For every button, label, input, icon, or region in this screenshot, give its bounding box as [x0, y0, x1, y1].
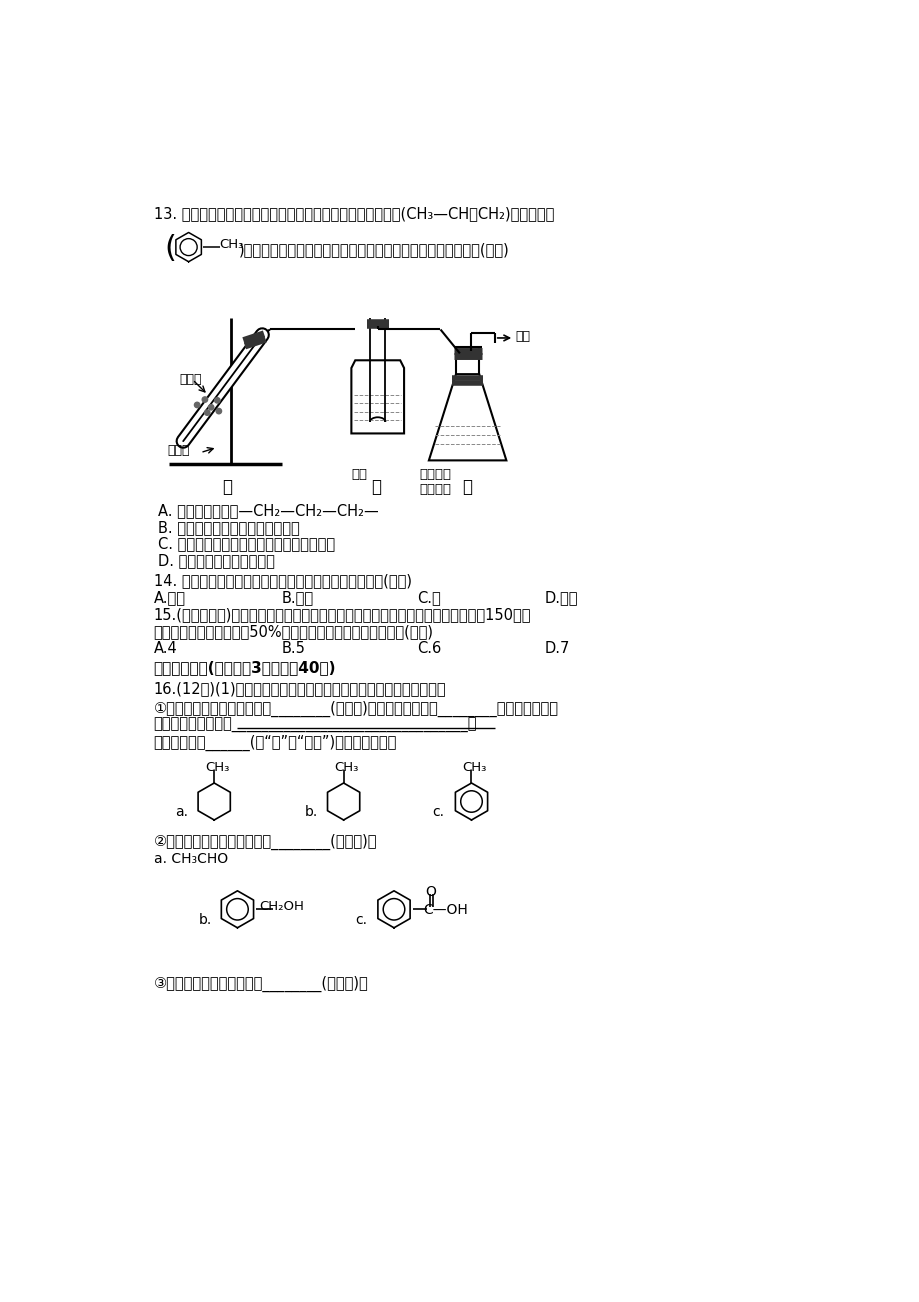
Text: 废塑料: 废塑料: [179, 374, 201, 387]
Text: 15.(能力挑战题)某有机化合物仅由煸、氢、氧三种元素组成，其相对分子质量小于150，若: 15.(能力挑战题)某有机化合物仅由煸、氢、氧三种元素组成，其相对分子质量小于1…: [153, 608, 530, 622]
Text: CH₂OH: CH₂OH: [259, 900, 303, 913]
Text: 13. 加热聚丙烯废塑料可以得到煸、氢气、甲烷、乙烯、丙烯(CH₃—CH＝CH₂)、苯和甲苯: 13. 加热聚丙烯废塑料可以得到煸、氢气、甲烷、乙烯、丙烯(CH₃—CH＝CH₂…: [153, 206, 553, 221]
Circle shape: [214, 397, 220, 404]
Text: (: (: [165, 234, 176, 263]
Text: A. 聚丙烯的锹节是—CH₂—CH₂—CH₂—: A. 聚丙烯的锹节是—CH₂—CH₂—CH₂—: [157, 503, 378, 518]
Text: 冷水: 冷水: [351, 469, 367, 482]
Text: B. 装置乙的试管中可收集到芳香烃: B. 装置乙的试管中可收集到芳香烃: [157, 519, 299, 535]
Text: CH₃: CH₃: [219, 238, 243, 251]
Text: 溨的四氯
化碳溶液: 溨的四氯 化碳溶液: [419, 469, 451, 496]
Text: ①下列有机物属于芳香烃的是________(填字母)，它与苯的关系是________，写出苯与溨发: ①下列有机物属于芳香烃的是________(填字母)，它与苯的关系是______…: [153, 700, 558, 717]
Text: 生反应的化学方程式________________________________，: 生反应的化学方程式_______________________________…: [153, 717, 477, 733]
Text: 加强热: 加强热: [167, 444, 190, 457]
Text: B.乙烯: B.乙烯: [281, 591, 313, 605]
Text: ②下列有机物属于缧酸类的是________(填字母)。: ②下列有机物属于缧酸类的是________(填字母)。: [153, 833, 377, 850]
Text: C.6: C.6: [417, 642, 441, 656]
Text: c.: c.: [355, 913, 367, 927]
Text: 丙: 丙: [461, 478, 471, 496]
Text: CH₃: CH₃: [461, 762, 486, 775]
Text: C—OH: C—OH: [423, 904, 468, 917]
Text: C.苯: C.苯: [417, 591, 440, 605]
Text: )，用图所示装置探究废旧塑料的再利用。下列叙述不正确的是(　　): )，用图所示装置探究废旧塑料的再利用。下列叙述不正确的是( ): [239, 242, 509, 258]
Circle shape: [204, 410, 210, 415]
Text: B.5: B.5: [281, 642, 305, 656]
Text: CH₃: CH₃: [205, 762, 229, 775]
Circle shape: [202, 397, 208, 402]
Text: 甲: 甲: [221, 478, 232, 496]
Text: 16.(12分)(1)根据结构对有机物进行分类，有助于对其性质的掌据。: 16.(12分)(1)根据结构对有机物进行分类，有助于对其性质的掌据。: [153, 681, 446, 697]
Circle shape: [209, 405, 213, 410]
Text: C. 装置丙中的试剂可吸收烯烃以制取卤代烃: C. 装置丙中的试剂可吸收烯烃以制取卤代烃: [157, 536, 335, 552]
Text: CH₃: CH₃: [334, 762, 358, 775]
Text: 14. 等质量的下列有机物充分燃烧时，消耗氧气最多的是(　　): 14. 等质量的下列有机物充分燃烧时，消耗氧气最多的是( ): [153, 574, 412, 589]
Text: O: O: [425, 884, 436, 898]
Text: 预测该芳香烃______(填“能”或“不能”)发生该类反应。: 预测该芳香烃______(填“能”或“不能”)发生该类反应。: [153, 734, 397, 751]
Text: a. CH₃CHO: a. CH₃CHO: [153, 853, 228, 866]
Text: 已知其中氧的质量分数为50%，则分子中煸原子的个数最多为(　　): 已知其中氧的质量分数为50%，则分子中煸原子的个数最多为( ): [153, 625, 433, 639]
Text: D.乙醇: D.乙醇: [545, 591, 578, 605]
Circle shape: [216, 409, 221, 414]
Text: 二、非选择题(本题包括3小题，全40分): 二、非选择题(本题包括3小题，全40分): [153, 660, 335, 674]
Text: D. 最后收集的气体可作燃料: D. 最后收集的气体可作燃料: [157, 553, 274, 569]
Text: b.: b.: [199, 913, 211, 927]
Text: D.7: D.7: [545, 642, 570, 656]
Text: a.: a.: [176, 806, 188, 819]
Text: A.4: A.4: [153, 642, 177, 656]
Text: 收集: 收集: [515, 331, 529, 344]
Text: 乙: 乙: [370, 478, 380, 496]
Text: c.: c.: [432, 806, 444, 819]
Text: ③下列有机物属于糖类的是________(填字母)。: ③下列有机物属于糖类的是________(填字母)。: [153, 976, 369, 992]
Text: A.甲烷: A.甲烷: [153, 591, 186, 605]
Text: b.: b.: [304, 806, 318, 819]
Circle shape: [194, 402, 199, 408]
